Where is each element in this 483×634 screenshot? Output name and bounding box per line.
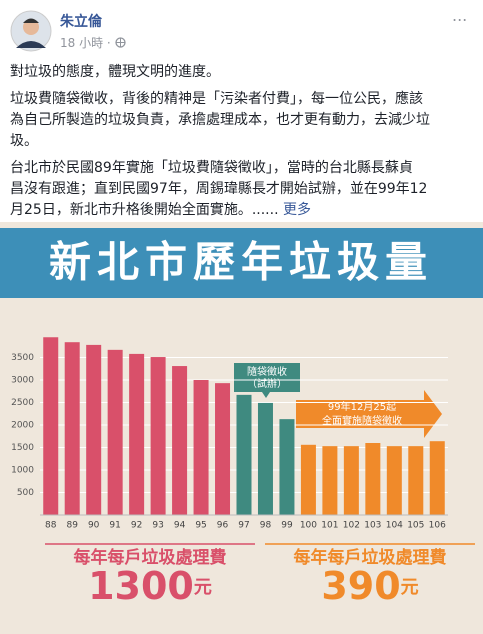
x-tick-label: 94 <box>174 521 186 531</box>
x-tick-label: 88 <box>45 521 57 531</box>
bar <box>300 444 316 515</box>
bar <box>322 446 338 515</box>
fee-amount: 390元 <box>321 564 418 608</box>
fee-number: 1300 <box>88 564 194 608</box>
text-line: 昌沒有跟進；直到民國97年，周錫瑋縣長才開始試辦，並在99年12 <box>10 181 428 197</box>
x-tick-label: 91 <box>109 521 120 531</box>
author[interactable]: 朱立倫 <box>60 14 102 30</box>
y-tick-label: 3000 <box>11 376 34 386</box>
annotation: 99年12月25起 <box>328 400 396 413</box>
annotation: 隨袋徵收 <box>247 365 287 378</box>
chart-title: 新北市歷年垃圾量 <box>49 238 433 287</box>
x-tick-label: 103 <box>364 521 381 531</box>
chart: 新北市歷年垃圾量 隨袋徵收 （試辦） 99年12月25起 全面實施隨袋徵收 50… <box>0 222 483 634</box>
x-tick-label: 102 <box>343 521 360 531</box>
fee-label: 每年每戶垃圾處理費 <box>294 547 447 568</box>
bar <box>172 366 188 515</box>
see-more[interactable]: 更多 <box>282 202 311 218</box>
fee-unit: 元 <box>194 577 212 598</box>
x-tick-label: 97 <box>238 521 249 531</box>
line: 垃圾費隨袋徵收，背後的精神是「污染者付費」，每一位公民，應該 <box>10 89 430 110</box>
bar <box>64 342 80 515</box>
x-tick-label: 93 <box>152 521 163 531</box>
text-line: 圾。 <box>10 133 38 149</box>
bar <box>129 353 145 515</box>
x-tick-label: 89 <box>66 521 78 531</box>
bar <box>193 380 209 515</box>
globe-icon <box>114 37 126 48</box>
bar <box>279 419 295 515</box>
post-body: 對垃圾的態度，體現文明的進度。垃圾費隨袋徵收，背後的精神是「污染者付費」，每一位… <box>10 62 430 227</box>
bar <box>236 394 252 515</box>
line: 對垃圾的態度，體現文明的進度。 <box>10 62 430 83</box>
bar <box>386 446 402 515</box>
line: 月25日，新北市升格後開始全面實施。...... 更多 <box>10 200 430 221</box>
bar <box>343 446 359 515</box>
line: 為自己所製造的垃圾負責，承擔處理成本，也才更有動力，去減少垃 <box>10 110 430 131</box>
y-tick-label: 2500 <box>11 398 34 408</box>
bar <box>365 443 381 515</box>
post-meta: 18 小時 · <box>60 34 126 51</box>
paragraph: 對垃圾的態度，體現文明的進度。 <box>10 62 430 83</box>
y-tick-label: 500 <box>17 488 34 498</box>
x-tick-label: 95 <box>195 521 206 531</box>
text-line: 垃圾費隨袋徵收，背後的精神是「污染者付費」，每一位公民，應該 <box>10 91 423 107</box>
fee-amount: 1300元 <box>88 564 212 608</box>
x-tick-label: 92 <box>131 521 142 531</box>
bar <box>429 441 445 515</box>
line: 台北市於民國89年實施「垃圾費隨袋徵收」，當時的台北縣長蘇貞 <box>10 158 430 179</box>
y-tick-label: 1000 <box>11 466 34 476</box>
text-line: 對垃圾的態度，體現文明的進度。 <box>10 64 220 80</box>
y-tick-label: 2000 <box>11 421 34 431</box>
more-menu[interactable]: ... <box>452 6 468 25</box>
x-tick-label: 99 <box>281 521 293 531</box>
bar <box>408 446 424 515</box>
bar <box>86 344 102 515</box>
avatar[interactable] <box>10 10 52 52</box>
x-tick-label: 100 <box>300 521 317 531</box>
text-line: 台北市於民國89年實施「垃圾費隨袋徵收」，當時的台北縣長蘇貞 <box>10 160 413 176</box>
post-time[interactable]: 18 小時 <box>60 36 104 50</box>
bar <box>257 402 273 515</box>
x-tick-label: 106 <box>429 521 446 531</box>
title-band <box>0 228 483 298</box>
bar <box>150 357 166 515</box>
bar <box>215 383 231 515</box>
y-tick-label: 3500 <box>11 353 34 363</box>
x-tick-label: 101 <box>321 521 338 531</box>
x-tick-label: 98 <box>260 521 272 531</box>
line: 圾。 <box>10 131 430 152</box>
fee-label: 每年每戶垃圾處理費 <box>74 547 227 568</box>
x-tick-label: 105 <box>407 521 424 531</box>
y-tick-label: 1500 <box>11 443 34 453</box>
bar <box>43 337 59 515</box>
paragraph: 台北市於民國89年實施「垃圾費隨袋徵收」，當時的台北縣長蘇貞 昌沒有跟進；直到民國… <box>10 158 430 221</box>
bar <box>107 349 123 515</box>
fee-number: 390 <box>321 564 400 608</box>
x-tick-label: 96 <box>217 521 229 531</box>
annotation: （試辦） <box>247 377 287 390</box>
post: 朱立倫 18 小時 · ... 對垃圾的態度，體現文明的進度。垃圾費隨袋徵收，背… <box>0 0 483 222</box>
text-line: 為自己所製造的垃圾負責，承擔處理成本，也才更有動力，去減少垃 <box>10 112 430 128</box>
paragraph: 垃圾費隨袋徵收，背後的精神是「污染者付費」，每一位公民，應該 為自己所製造的垃圾負… <box>10 89 430 152</box>
x-tick-label: 104 <box>386 521 403 531</box>
text-line: 月25日，新北市升格後開始全面實施。...... <box>10 202 279 218</box>
line: 昌沒有跟進；直到民國97年，周錫瑋縣長才開始試辦，並在99年12 <box>10 179 430 200</box>
annotation: 全面實施隨袋徵收 <box>322 414 402 427</box>
fee-unit: 元 <box>401 577 419 598</box>
x-tick-label: 90 <box>88 521 100 531</box>
